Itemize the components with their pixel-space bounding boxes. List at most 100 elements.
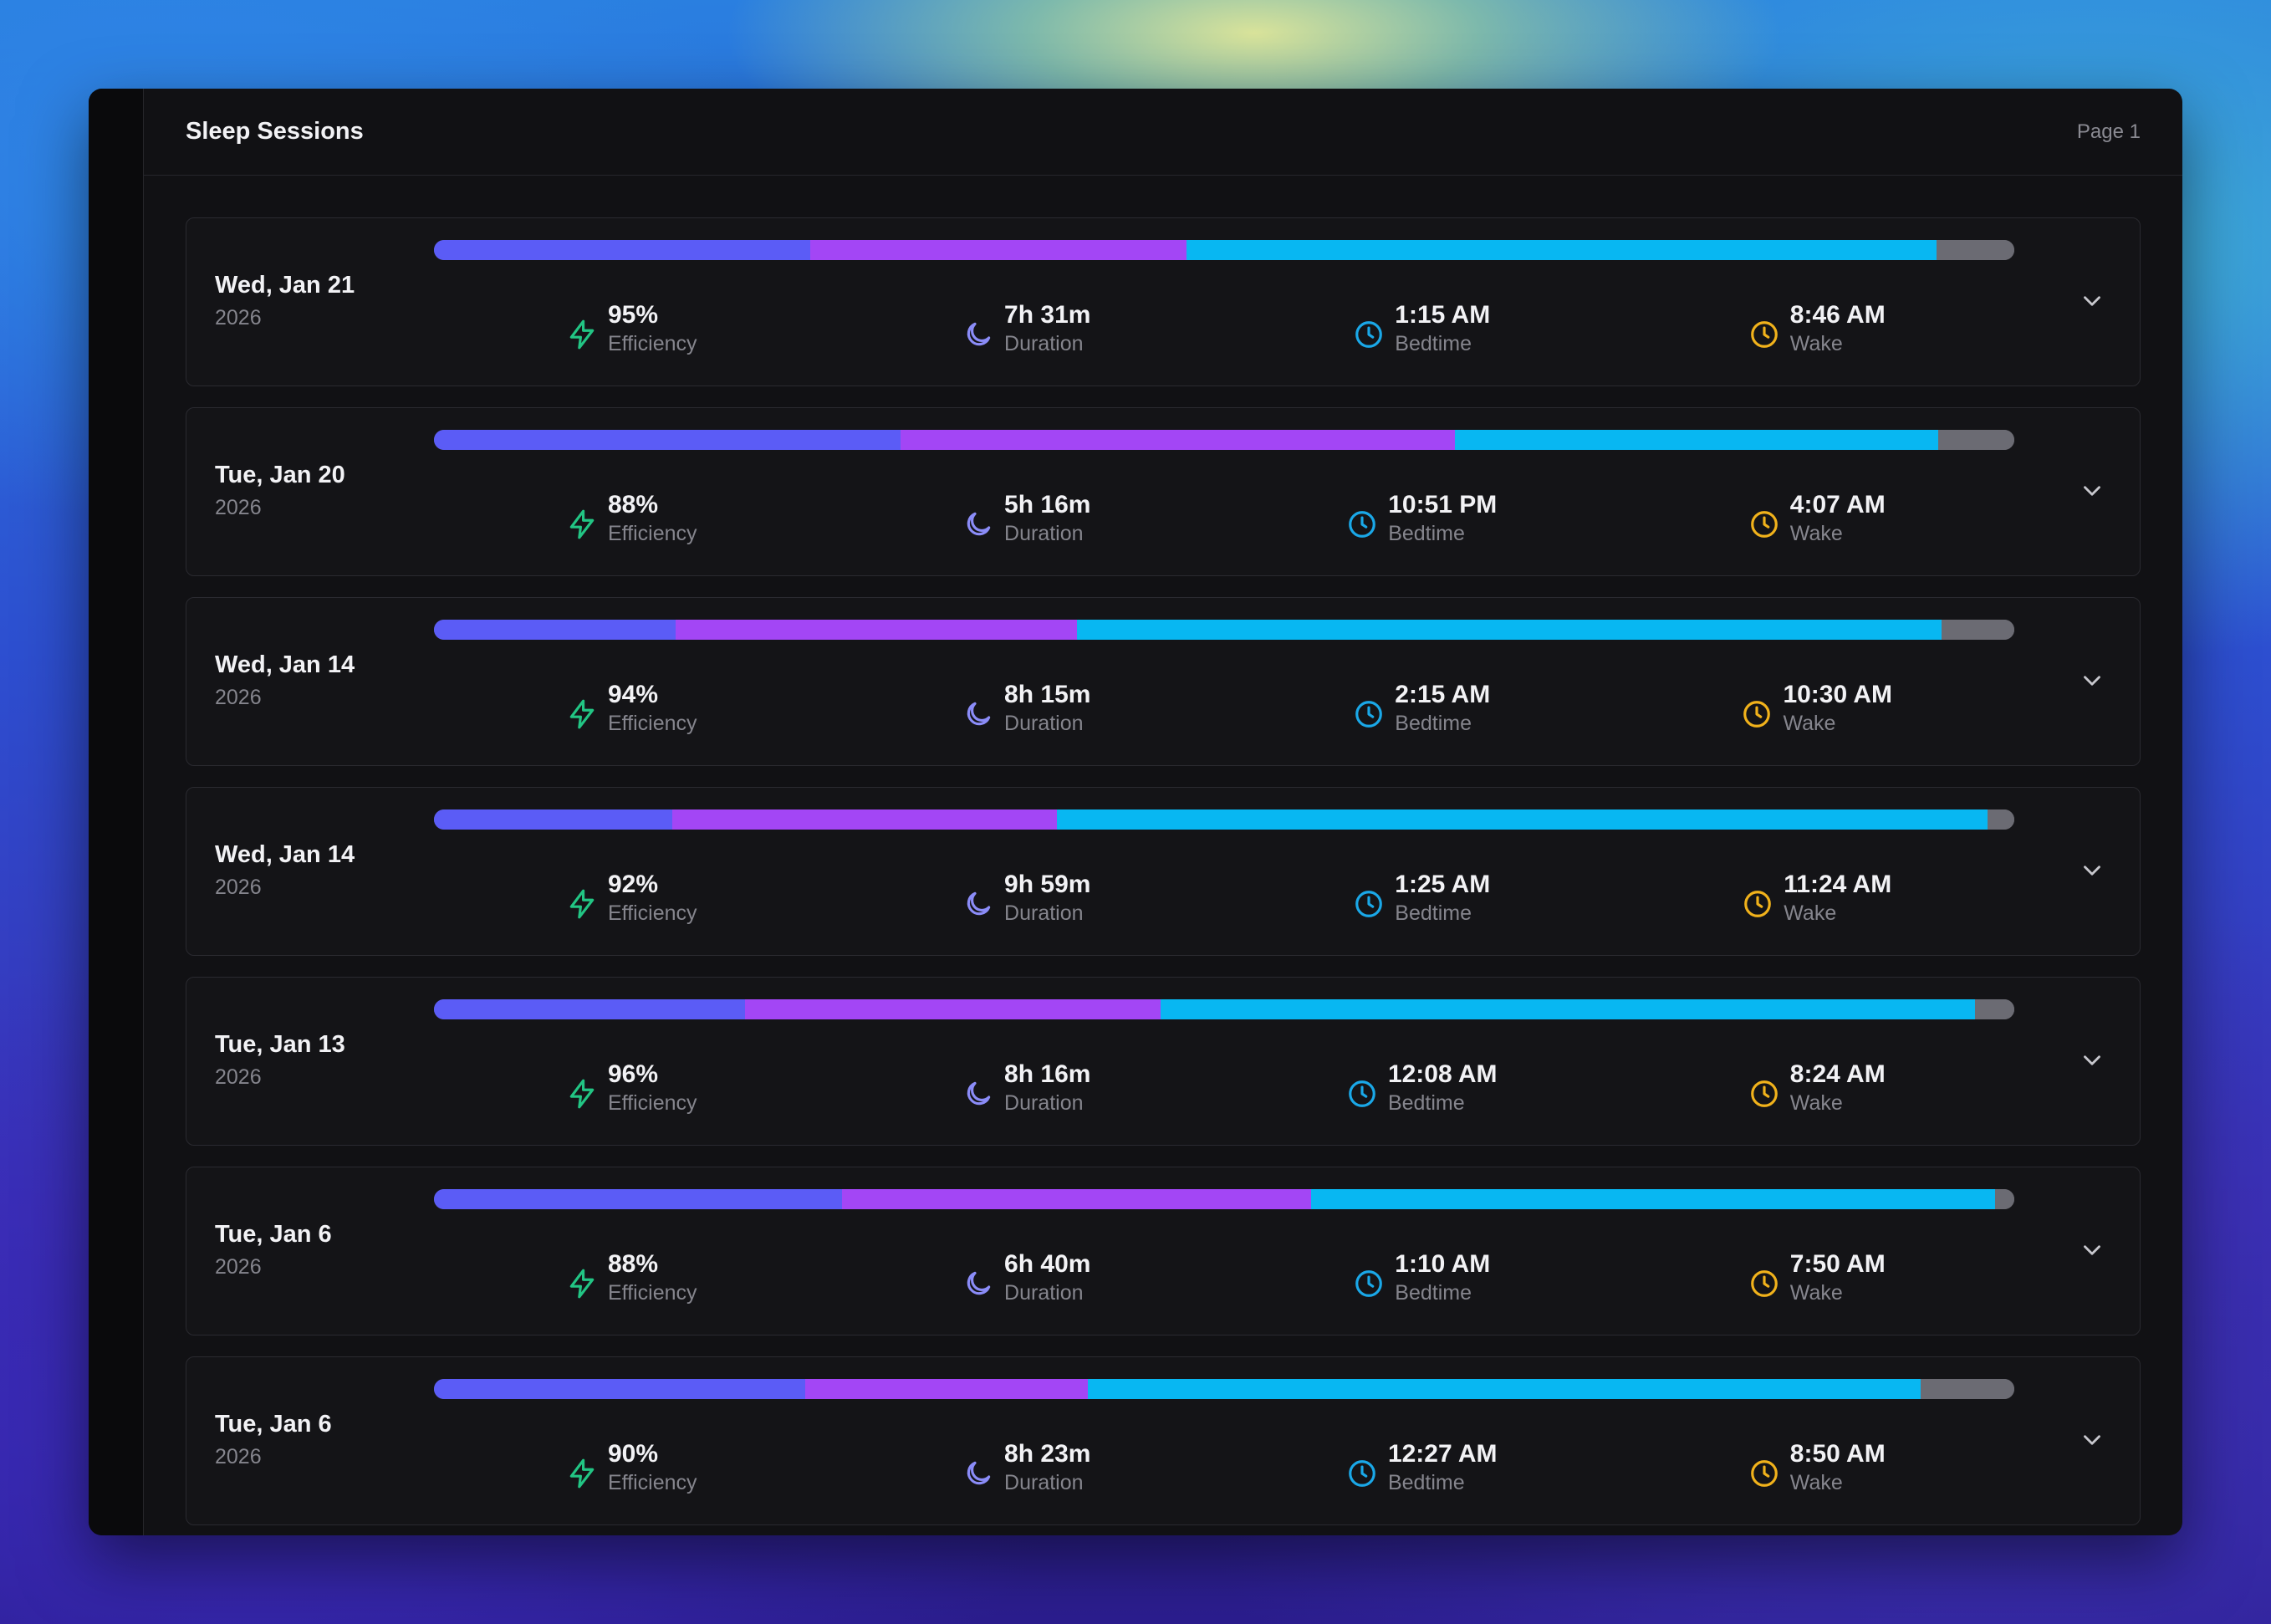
bedtime-value: 1:15 AM bbox=[1395, 301, 1491, 329]
moon-icon bbox=[967, 1271, 991, 1295]
wake-label: Wake bbox=[1789, 522, 1843, 545]
wake-value: 4:07 AM bbox=[1789, 491, 1886, 518]
chevron-down-icon[interactable] bbox=[2078, 856, 2106, 885]
clock-icon bbox=[1355, 701, 1383, 728]
session-card[interactable]: Wed, Jan 14 2026 92% Efficiency bbox=[186, 787, 2141, 956]
side-rail bbox=[89, 89, 144, 1535]
sleep-stage-bar bbox=[434, 1379, 2014, 1399]
session-year: 2026 bbox=[215, 1065, 262, 1089]
clock-icon bbox=[1355, 1270, 1383, 1297]
session-stats: 96% Efficiency 8h 16m Duration bbox=[434, 1060, 2014, 1116]
bolt-icon bbox=[569, 319, 595, 350]
stat-wake: 11:24 AM Wake bbox=[1620, 870, 2015, 927]
chevron-down-icon[interactable] bbox=[2078, 1236, 2106, 1264]
bolt-icon bbox=[569, 699, 595, 729]
efficiency-label: Efficiency bbox=[607, 332, 697, 355]
stage-awake bbox=[1987, 809, 2014, 830]
session-date: Tue, Jan 13 bbox=[215, 1031, 345, 1058]
bedtime-label: Bedtime bbox=[1387, 1091, 1465, 1115]
session-card[interactable]: Wed, Jan 21 2026 95% Efficiency bbox=[186, 217, 2141, 386]
bolt-icon bbox=[569, 509, 595, 539]
session-stats: 88% Efficiency 5h 16m Duration bbox=[434, 490, 2014, 547]
stage-rem bbox=[841, 1189, 1311, 1209]
moon-icon bbox=[967, 1461, 991, 1485]
duration-label: Duration bbox=[1004, 901, 1084, 925]
session-date: Wed, Jan 21 bbox=[215, 272, 355, 299]
session-year: 2026 bbox=[215, 1255, 262, 1279]
duration-label: Duration bbox=[1004, 712, 1084, 735]
clock-icon bbox=[1355, 891, 1383, 917]
session-date-block: Tue, Jan 6 2026 bbox=[215, 1221, 332, 1279]
stage-awake bbox=[1942, 620, 2014, 640]
efficiency-label: Efficiency bbox=[607, 522, 697, 545]
chevron-down-icon[interactable] bbox=[2078, 1426, 2106, 1454]
page-title: Sleep Sessions bbox=[186, 118, 364, 145]
stat-wake: 8:46 AM Wake bbox=[1620, 300, 2015, 357]
alarm-clock-icon bbox=[1750, 511, 1778, 538]
session-date-block: Tue, Jan 13 2026 bbox=[215, 1031, 345, 1090]
chevron-down-icon[interactable] bbox=[2078, 477, 2106, 505]
session-card[interactable]: Tue, Jan 6 2026 90% Efficiency bbox=[186, 1356, 2141, 1525]
session-date-block: Wed, Jan 14 2026 bbox=[215, 651, 355, 710]
stage-deep bbox=[434, 430, 901, 450]
stat-duration: 9h 59m Duration bbox=[829, 870, 1225, 927]
stage-rem bbox=[805, 1379, 1089, 1399]
stage-deep bbox=[434, 999, 746, 1019]
moon-icon bbox=[967, 1081, 991, 1106]
stat-efficiency: 96% Efficiency bbox=[434, 1060, 829, 1116]
clock-icon bbox=[1355, 321, 1383, 348]
stat-wake: 10:30 AM Wake bbox=[1620, 680, 2015, 737]
efficiency-value: 96% bbox=[607, 1060, 659, 1088]
wake-label: Wake bbox=[1789, 1471, 1843, 1494]
sleep-stage-bar bbox=[434, 809, 2014, 830]
stage-awake bbox=[1974, 999, 2014, 1019]
stage-rem bbox=[676, 620, 1078, 640]
session-date: Wed, Jan 14 bbox=[215, 651, 355, 678]
session-card[interactable]: Tue, Jan 13 2026 96% Efficiency bbox=[186, 977, 2141, 1146]
chevron-down-icon[interactable] bbox=[2078, 287, 2106, 315]
bedtime-value: 1:25 AM bbox=[1395, 871, 1491, 898]
session-date-block: Tue, Jan 6 2026 bbox=[215, 1411, 332, 1469]
stage-deep bbox=[434, 1189, 842, 1209]
stat-efficiency: 94% Efficiency bbox=[434, 680, 829, 737]
bedtime-label: Bedtime bbox=[1395, 901, 1472, 925]
session-date: Tue, Jan 6 bbox=[215, 1221, 332, 1248]
duration-label: Duration bbox=[1004, 332, 1084, 355]
session-date-block: Wed, Jan 14 2026 bbox=[215, 841, 355, 900]
stat-bedtime: 12:08 AM Bedtime bbox=[1224, 1060, 1620, 1116]
stat-duration: 8h 23m Duration bbox=[829, 1439, 1225, 1496]
stage-light bbox=[1077, 620, 1942, 640]
session-stats: 95% Efficiency 7h 31m Duration bbox=[434, 300, 2014, 357]
session-year: 2026 bbox=[215, 306, 262, 329]
duration-label: Duration bbox=[1004, 522, 1084, 545]
stat-efficiency: 92% Efficiency bbox=[434, 870, 829, 927]
session-card[interactable]: Tue, Jan 6 2026 88% Efficiency bbox=[186, 1167, 2141, 1335]
efficiency-value: 88% bbox=[607, 491, 659, 518]
session-stats: 94% Efficiency 8h 15m Duration bbox=[434, 680, 2014, 737]
efficiency-value: 95% bbox=[607, 301, 659, 329]
chevron-down-icon[interactable] bbox=[2078, 1046, 2106, 1075]
session-card[interactable]: Tue, Jan 20 2026 88% Efficiency bbox=[186, 407, 2141, 576]
bedtime-value: 12:08 AM bbox=[1387, 1060, 1498, 1088]
wake-value: 7:50 AM bbox=[1789, 1250, 1886, 1278]
stage-light bbox=[1186, 240, 1937, 260]
session-year: 2026 bbox=[215, 876, 262, 899]
stage-light bbox=[1161, 999, 1975, 1019]
stage-light bbox=[1454, 430, 1939, 450]
moon-icon bbox=[967, 702, 991, 726]
session-date: Wed, Jan 14 bbox=[215, 841, 355, 868]
chevron-down-icon[interactable] bbox=[2078, 666, 2106, 695]
moon-icon bbox=[967, 512, 991, 536]
bedtime-label: Bedtime bbox=[1395, 1281, 1472, 1305]
session-card[interactable]: Wed, Jan 14 2026 94% Efficiency bbox=[186, 597, 2141, 766]
stat-bedtime: 10:51 PM Bedtime bbox=[1224, 490, 1620, 547]
stage-awake bbox=[1938, 430, 2014, 450]
stage-light bbox=[1310, 1189, 1996, 1209]
efficiency-value: 92% bbox=[607, 871, 659, 898]
stage-rem bbox=[809, 240, 1187, 260]
sleep-stage-bar bbox=[434, 430, 2014, 450]
efficiency-label: Efficiency bbox=[607, 1281, 697, 1305]
stage-awake bbox=[1995, 1189, 2014, 1209]
sleep-sessions-window: Sleep Sessions Page 1 Wed, Jan 21 2026 9… bbox=[89, 89, 2182, 1535]
stat-bedtime: 1:10 AM Bedtime bbox=[1224, 1249, 1620, 1306]
